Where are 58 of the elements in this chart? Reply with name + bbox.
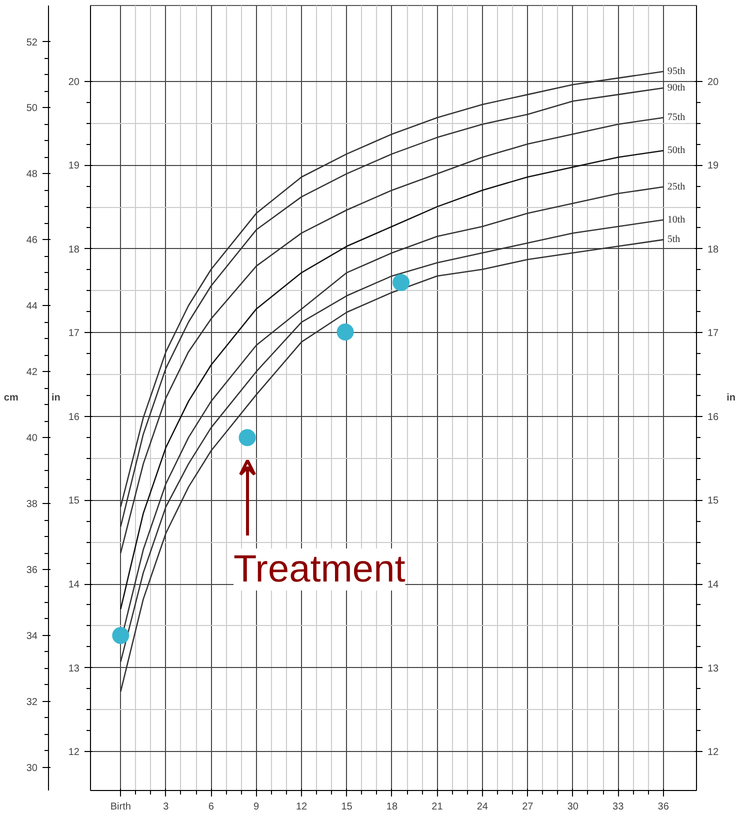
series-label: 95th (667, 66, 686, 77)
y2-tick-label: 18 (68, 244, 80, 256)
point (238, 429, 256, 446)
y-tick-label: 50 (26, 103, 38, 114)
y3-tick-label: 18 (708, 244, 720, 256)
x-tick-label: 24 (476, 802, 488, 812)
x-tick-label: 12 (296, 802, 308, 812)
y-tick-label: 32 (26, 696, 38, 708)
x-tick-label: 33 (612, 802, 624, 812)
y-tick-label: 38 (26, 499, 38, 510)
y-tick-label: 44 (26, 301, 38, 312)
series-label: 5th (667, 234, 680, 246)
y3-axis-title: in (726, 392, 736, 404)
x-tick-label: 9 (254, 802, 260, 812)
y2-tick-label: 20 (68, 76, 80, 88)
x-tick-label: 15 (341, 802, 353, 812)
y-axis-title: cm (4, 392, 18, 404)
y2-tick-label: 14 (68, 580, 80, 591)
y-tick-label: 46 (26, 235, 38, 246)
y-tick-label: 34 (26, 630, 38, 642)
y-tick-label: 30 (26, 762, 38, 774)
y2-tick-label: 12 (68, 747, 80, 758)
y3-tick-label: 15 (708, 496, 720, 507)
x-tick-label: 3 (163, 802, 170, 812)
y2-tick-label: 13 (68, 663, 80, 674)
y3-tick-label: 20 (708, 76, 720, 88)
x-tick-label: 30 (567, 802, 579, 812)
y-tick-label: 42 (26, 367, 38, 378)
series-label: 90th (667, 82, 686, 94)
y2-tick-label: 19 (68, 160, 80, 172)
x-tick-label: 18 (386, 802, 398, 812)
series-label: 10th (667, 214, 686, 226)
x-tick-label: Birth (110, 802, 131, 812)
annotation: Treatment (234, 548, 406, 590)
point (392, 274, 410, 292)
x-tick-label: 36 (658, 802, 670, 812)
y3-tick-label: 17 (708, 328, 720, 340)
y2-axis-title: in (51, 392, 60, 404)
series-label: 25th (667, 181, 686, 192)
x-tick-label: 21 (432, 802, 444, 812)
y2-tick-label: 15 (68, 496, 80, 507)
y-tick-label: 36 (26, 565, 38, 576)
y-tick-label: 52 (26, 37, 38, 48)
y3-tick-label: 13 (708, 663, 720, 674)
series-label: 75th (667, 112, 686, 124)
point (336, 324, 354, 341)
y2-tick-label: 17 (68, 328, 80, 340)
y-tick-label: 40 (26, 433, 38, 444)
y3-tick-label: 16 (708, 412, 720, 423)
x-tick-label: 27 (522, 802, 534, 812)
x-tick-label: 6 (208, 802, 214, 812)
point (112, 626, 130, 644)
y-tick-label: 48 (26, 169, 38, 180)
y3-tick-label: 14 (708, 580, 720, 591)
y3-tick-label: 12 (708, 747, 720, 758)
y2-tick-label: 16 (68, 412, 80, 423)
series-label: 50th (667, 145, 686, 156)
y3-tick-label: 19 (708, 160, 720, 172)
